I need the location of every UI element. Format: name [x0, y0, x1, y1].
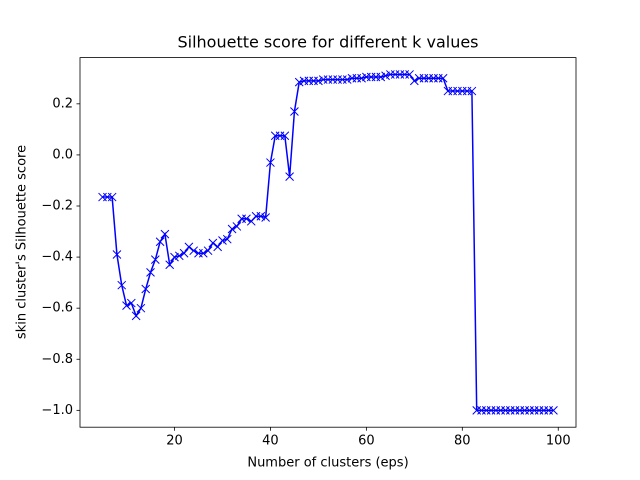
marker [467, 86, 477, 96]
marker [438, 73, 448, 83]
marker [165, 260, 175, 270]
marker [314, 76, 323, 86]
y-tick-label: 0.0 [52, 147, 73, 162]
y-tick-label: 0.2 [52, 96, 73, 111]
marker [131, 311, 141, 321]
marker [222, 234, 232, 244]
y-tick-label: −0.2 [41, 199, 73, 214]
marker [381, 71, 390, 81]
marker [160, 229, 170, 239]
x-tick-label: 60 [358, 434, 375, 449]
marker [112, 250, 122, 259]
marker [126, 298, 136, 308]
marker [405, 70, 414, 79]
marker [141, 284, 151, 294]
marker [376, 72, 386, 82]
marker [117, 280, 127, 290]
y-tick-label: −0.6 [41, 301, 73, 316]
plot-frame [79, 57, 577, 428]
marker [150, 255, 160, 264]
x-tick-label: 80 [454, 434, 471, 449]
marker [179, 248, 189, 258]
marker [256, 211, 266, 221]
marker [549, 405, 558, 415]
x-tick-label: 100 [546, 434, 571, 449]
marker [342, 75, 352, 84]
chart-title: Silhouette score for different k values [177, 33, 478, 52]
marker [357, 73, 366, 83]
x-tick-label: 20 [166, 434, 183, 449]
marker [294, 77, 304, 87]
marker [261, 213, 270, 222]
marker [136, 303, 146, 313]
marker [409, 76, 419, 86]
marker [170, 252, 179, 262]
marker [184, 242, 194, 252]
marker [174, 251, 184, 261]
marker [198, 248, 208, 258]
marker [146, 268, 155, 277]
marker [285, 172, 294, 181]
x-tick-label: 40 [262, 434, 279, 449]
marker [203, 246, 213, 256]
marker [107, 192, 117, 202]
marker [218, 236, 227, 245]
marker [290, 107, 299, 116]
marker [213, 242, 223, 252]
marker [208, 238, 218, 248]
x-axis-label: Number of clusters (eps) [247, 456, 408, 471]
marker [266, 158, 275, 167]
line [102, 73, 554, 412]
marker [242, 214, 251, 224]
y-tick-label: −0.4 [41, 250, 73, 265]
marker [189, 246, 199, 256]
y-tick-label: −0.8 [41, 352, 73, 367]
marker [227, 224, 237, 234]
y-axis-label: skin cluster's Silhouette score [15, 145, 30, 339]
y-tick-label: −1.0 [41, 403, 73, 418]
marker [155, 237, 165, 247]
marker [280, 131, 290, 141]
marker [122, 301, 131, 310]
marker [232, 222, 242, 231]
